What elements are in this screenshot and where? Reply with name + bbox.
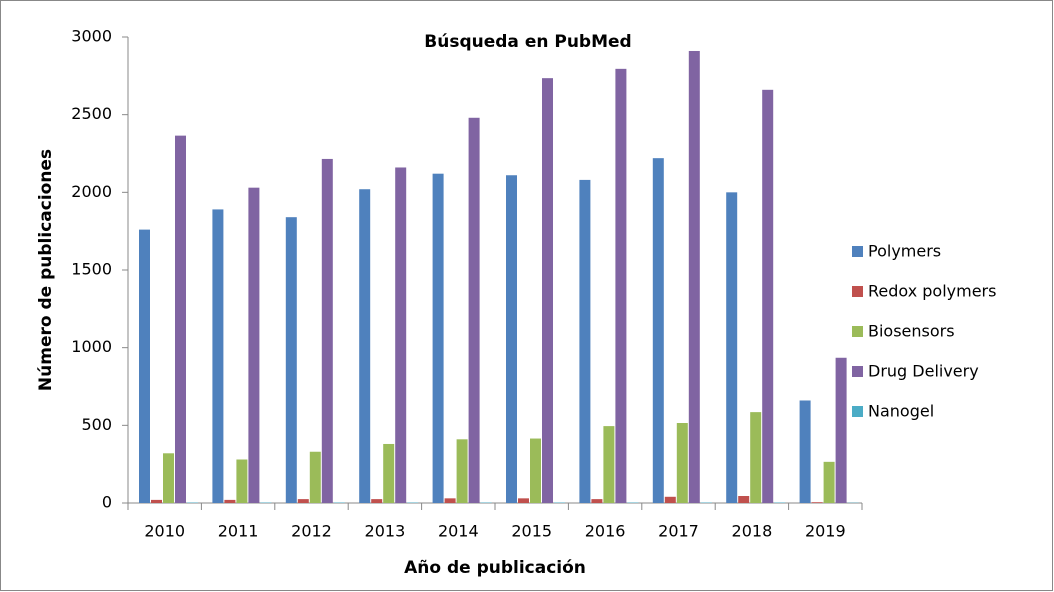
- x-tick-label: 2017: [658, 522, 699, 541]
- y-tick-label: 500: [81, 415, 112, 434]
- y-axis-label: Número de publicaciones: [36, 149, 56, 391]
- x-tick-label: 2010: [144, 522, 185, 541]
- bar: [799, 400, 811, 503]
- y-tick-label: 2000: [71, 182, 112, 201]
- bar: [738, 496, 750, 503]
- legend-label: Nanogel: [868, 402, 934, 421]
- bar: [726, 192, 738, 504]
- bar: [285, 217, 297, 504]
- bar: [750, 412, 762, 503]
- bar: [823, 461, 835, 503]
- x-tick-label: 2016: [585, 522, 626, 541]
- bar: [468, 117, 480, 504]
- bar: [151, 499, 162, 503]
- y-tick-label: 0: [102, 493, 112, 512]
- y-tick-label: 2500: [71, 104, 112, 123]
- bar: [591, 499, 603, 503]
- bar: [652, 158, 664, 503]
- bar: [444, 498, 456, 503]
- bar: [835, 357, 847, 503]
- x-tick-label: 2012: [291, 522, 332, 541]
- bar: [432, 173, 444, 503]
- bar: [163, 453, 174, 503]
- bar: [383, 443, 395, 503]
- bar: [175, 135, 186, 504]
- legend-swatch: [852, 406, 863, 417]
- bar: [321, 158, 333, 504]
- bar: [676, 423, 688, 503]
- x-axis-label: Año de publicación: [404, 558, 586, 578]
- x-tick-label: 2011: [218, 522, 259, 541]
- y-tick-label: 1500: [71, 260, 112, 279]
- y-tick-label: 1000: [71, 337, 112, 356]
- bar: [359, 189, 371, 503]
- legend-swatch: [852, 326, 863, 337]
- legend-label: Drug Delivery: [868, 362, 979, 381]
- legend-label: Polymers: [868, 242, 941, 261]
- bar: [811, 502, 823, 503]
- x-tick-label: 2015: [511, 522, 552, 541]
- bar: [456, 439, 468, 503]
- legend-swatch: [852, 286, 863, 297]
- legend-swatch: [852, 366, 863, 377]
- bar: [371, 499, 383, 503]
- bar: [603, 426, 615, 503]
- bar: [309, 451, 321, 503]
- bar: [762, 89, 774, 504]
- legend-swatch: [852, 246, 863, 257]
- bar: [297, 499, 309, 503]
- legend-label: Redox polymers: [868, 282, 996, 301]
- bar: [542, 78, 553, 503]
- bar: [395, 167, 407, 504]
- bar: [506, 175, 517, 503]
- bar: [224, 499, 236, 503]
- bar: [530, 438, 541, 503]
- bar: [236, 459, 248, 503]
- x-tick-label: 2018: [732, 522, 773, 541]
- legend-label: Biosensors: [868, 322, 955, 341]
- bar: [688, 50, 700, 503]
- bar: [615, 68, 627, 504]
- x-tick-label: 2014: [438, 522, 479, 541]
- y-tick-label: 3000: [71, 27, 112, 46]
- chart-title: Búsqueda en PubMed: [424, 32, 631, 52]
- bar: [518, 498, 529, 503]
- bar: [248, 187, 260, 503]
- bar: [212, 209, 224, 504]
- x-tick-label: 2019: [805, 522, 846, 541]
- bar: [139, 229, 150, 503]
- x-tick-label: 2013: [365, 522, 406, 541]
- bar: [579, 179, 591, 503]
- bar: [664, 496, 676, 503]
